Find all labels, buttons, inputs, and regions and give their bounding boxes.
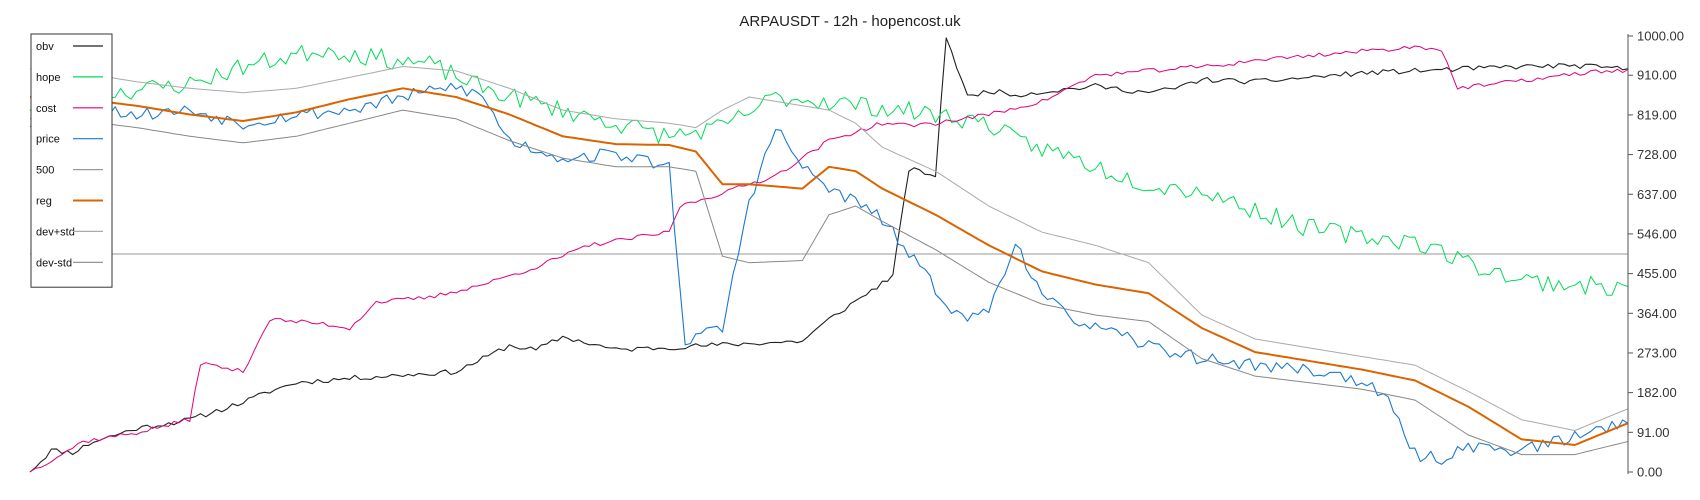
y-tick-label: 0.00 xyxy=(1637,465,1662,480)
y-tick-label: 546.00 xyxy=(1637,226,1677,241)
legend-label-reg: reg xyxy=(36,196,52,208)
legend-label-hope: hope xyxy=(36,72,60,84)
y-tick-label: 273.00 xyxy=(1637,345,1677,360)
chart-title: ARPAUSDT - 12h - hopencost.uk xyxy=(739,13,961,30)
y-tick-label: 637.00 xyxy=(1637,187,1677,202)
legend-label-dev-std: dev-std xyxy=(36,257,72,269)
series-line-dev-std xyxy=(29,66,1629,432)
series-line-cost xyxy=(29,45,1629,473)
series-line-dev-std xyxy=(29,109,1629,456)
y-tick-label: 455.00 xyxy=(1637,266,1677,281)
series-line-reg xyxy=(29,87,1629,446)
legend-label-obv: obv xyxy=(36,41,54,53)
y-tick-label: 1000.00 xyxy=(1637,29,1684,44)
legend-label-cost: cost xyxy=(36,103,56,115)
legend-label-dev-std: dev+std xyxy=(36,226,75,238)
y-tick-label: 364.00 xyxy=(1637,306,1677,321)
y-tick-label: 91.00 xyxy=(1637,425,1670,440)
legend: obv hope cost price 500 reg dev+std dev-std xyxy=(30,33,113,288)
series-line-price xyxy=(29,82,1629,465)
y-tick-label: 182.00 xyxy=(1637,385,1677,400)
y-tick-label: 910.00 xyxy=(1637,68,1677,83)
y-tick-label: 819.00 xyxy=(1637,107,1677,122)
y-axis: 1000.00 910.00 819.00 728.00 637.00 546.00 455… xyxy=(1627,29,1684,480)
series-line-hope xyxy=(29,44,1629,296)
y-tick-label: 728.00 xyxy=(1637,147,1677,162)
series-layer xyxy=(29,37,1629,473)
legend-label-price: price xyxy=(36,134,60,146)
series-line-obv xyxy=(29,37,1629,473)
legend-box xyxy=(30,33,113,288)
legend-label-500: 500 xyxy=(36,165,54,177)
